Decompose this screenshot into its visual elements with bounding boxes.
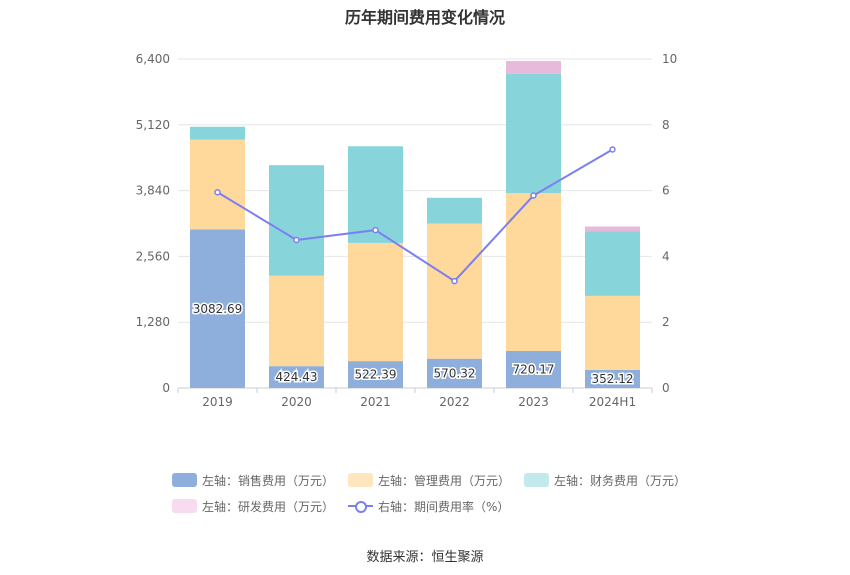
legend-label-admin: 左轴：管理费用（万元） xyxy=(378,473,511,488)
bar-segment xyxy=(585,295,640,370)
x-tick-label: 2024H1 xyxy=(589,395,636,409)
legend-swatch-finance xyxy=(524,473,550,487)
bar-segment xyxy=(427,358,482,388)
bar-segment xyxy=(348,146,403,243)
legend-label-finance: 左轴：财务费用（万元） xyxy=(554,473,687,488)
left-tick-label: 1,280 xyxy=(136,315,170,329)
bar-segment xyxy=(506,61,561,74)
rate-point xyxy=(214,188,221,196)
legend: 左轴：销售费用（万元） 左轴：管理费用（万元） 左轴：财务费用（万元） 左轴：研… xyxy=(172,472,692,524)
bar-segment xyxy=(190,139,245,230)
right-tick-label: 4 xyxy=(662,249,670,263)
right-tick-label: 6 xyxy=(662,184,670,198)
rate-line xyxy=(214,146,616,285)
bar-segment xyxy=(585,226,640,232)
data-source: 数据来源：恒生聚源 xyxy=(366,550,484,565)
rate-point xyxy=(293,236,300,244)
bar-value-label: 3082.69 xyxy=(193,302,243,316)
right-tick-label: 8 xyxy=(662,118,670,132)
right-tick-label: 2 xyxy=(662,315,670,329)
bar-value-label: 522.39 xyxy=(355,368,397,382)
legend-item-finance[interactable]: 左轴：财务费用（万元） xyxy=(524,472,686,489)
left-tick-label: 3,840 xyxy=(136,184,170,198)
bar-value-labels: 3082.69 424.43 522.39 570.32 720.17 352.12 xyxy=(191,300,635,387)
x-tick-label: 2023 xyxy=(518,395,549,409)
legend-label-rate: 右轴：期间费用率（%） xyxy=(378,499,510,514)
rate-point xyxy=(451,277,458,285)
x-axis-ticks: 2019 2020 2021 2022 2023 2024H1 xyxy=(177,388,653,409)
chart-title: 历年期间费用变化情况 xyxy=(344,8,505,27)
bars xyxy=(190,61,640,388)
right-axis-ticks: 0 2 4 6 8 10 xyxy=(662,52,677,395)
bar-segment xyxy=(348,242,403,362)
bar-segment xyxy=(190,229,245,388)
left-tick-label: 2,560 xyxy=(136,249,170,263)
bar-segment xyxy=(506,73,561,194)
x-tick-label: 2020 xyxy=(281,395,312,409)
rate-line-path xyxy=(216,148,614,283)
legend-swatch-admin xyxy=(348,473,374,487)
legend-item-rd[interactable]: 左轴：研发费用（万元） xyxy=(172,498,334,515)
bar-segment xyxy=(427,197,482,224)
grid-lines xyxy=(178,58,652,389)
rate-point xyxy=(530,192,537,199)
left-tick-label: 5,120 xyxy=(136,118,170,132)
x-tick-label: 2019 xyxy=(202,395,233,409)
bar-segment xyxy=(506,193,561,351)
legend-item-rate[interactable]: 右轴：期间费用率（%） xyxy=(348,498,509,515)
bar-segment xyxy=(269,275,324,367)
legend-label-rd: 左轴：研发费用（万元） xyxy=(202,499,335,514)
bar-value-label: 720.17 xyxy=(513,362,555,376)
legend-item-sales[interactable]: 左轴：销售费用（万元） xyxy=(172,472,334,489)
right-tick-label: 10 xyxy=(662,52,677,66)
right-tick-label: 0 xyxy=(662,381,670,395)
x-tick-label: 2021 xyxy=(360,395,391,409)
bar-segment xyxy=(506,350,561,388)
bar-value-label: 424.43 xyxy=(276,370,318,384)
rate-point xyxy=(372,226,379,234)
x-tick-label: 2022 xyxy=(439,395,470,409)
bar-segment xyxy=(269,165,324,276)
legend-swatch-sales xyxy=(172,473,197,487)
legend-label-sales: 左轴：销售费用（万元） xyxy=(202,473,335,488)
bar-segment xyxy=(427,223,482,359)
bar-segment xyxy=(190,126,245,140)
bar-segment xyxy=(585,231,640,296)
legend-swatch-rate xyxy=(348,499,374,513)
bar-segment xyxy=(585,369,640,388)
left-axis-ticks: 0 1,280 2,560 3,840 5,120 6,400 xyxy=(136,52,170,395)
bar-value-label: 570.32 xyxy=(434,366,476,380)
legend-item-admin[interactable]: 左轴：管理费用（万元） xyxy=(348,472,510,489)
left-tick-label: 6,400 xyxy=(136,52,170,66)
bar-value-label: 352.12 xyxy=(592,372,634,386)
bar-segment xyxy=(348,361,403,388)
bar-segment xyxy=(269,366,324,388)
rate-point xyxy=(609,146,616,153)
legend-swatch-rd xyxy=(172,499,197,513)
left-tick-label: 0 xyxy=(162,381,170,395)
